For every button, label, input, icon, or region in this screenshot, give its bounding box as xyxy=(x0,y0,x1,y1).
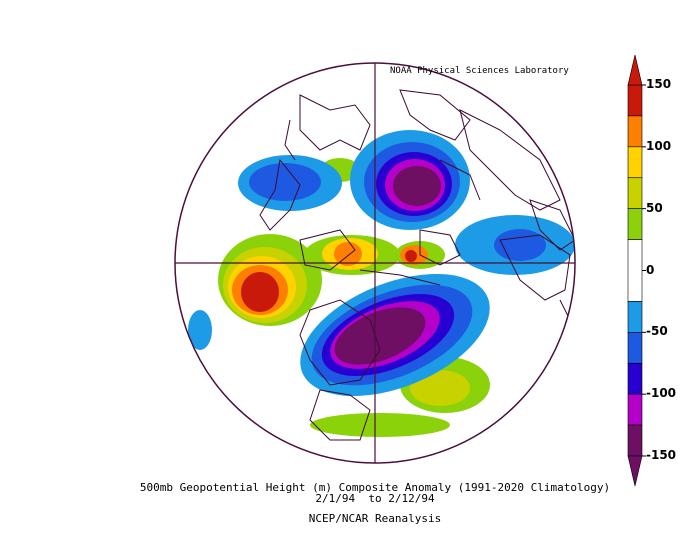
negative-anomaly-main xyxy=(300,273,490,397)
colorbar-tick-label: 50 xyxy=(646,200,663,215)
caption-dates: 2/1/94 to 2/12/94 xyxy=(315,492,435,505)
anomaly-field xyxy=(188,89,575,441)
colorbar-max-arrow xyxy=(627,54,643,86)
negative-anomaly-europe xyxy=(455,215,575,275)
colorbar-min-arrow xyxy=(627,455,643,487)
colorbar-bin xyxy=(627,424,643,457)
negative-anomaly-north xyxy=(350,130,470,230)
positive-anomaly-pacific xyxy=(218,234,322,326)
credit-label: NOAA Physical Sciences Laboratory xyxy=(390,66,569,76)
negative-anomaly-siberia xyxy=(238,155,342,211)
colorbar-tick-label: 100 xyxy=(646,138,672,153)
colorbar-bin xyxy=(627,115,643,148)
colorbar-bin xyxy=(627,239,643,302)
colorbar-bin xyxy=(627,332,643,364)
colorbar-tick-label: 0 xyxy=(646,262,655,277)
negative-anomaly-small xyxy=(188,310,212,350)
map-boundary xyxy=(174,62,576,464)
coastlines xyxy=(259,89,575,441)
caption-title: 500mb Geopotential Height (m) Composite … xyxy=(139,481,611,494)
colorbar xyxy=(627,54,646,487)
colorbar-tick-label: 150 xyxy=(646,77,672,91)
colorbar-tick-label: -150 xyxy=(646,448,677,462)
colorbar-bin xyxy=(627,208,643,240)
caption-source: NCEP/NCAR Reanalysis xyxy=(308,512,442,525)
colorbar-bin xyxy=(627,301,643,333)
colorbar-bin xyxy=(627,362,643,395)
positive-anomaly-arctic xyxy=(304,235,400,275)
colorbar-tick-label: -100 xyxy=(646,386,677,401)
colorbar-bin xyxy=(627,393,643,426)
colorbar-bin xyxy=(627,84,643,117)
colorbar-bin xyxy=(627,146,643,179)
colorbar-bin xyxy=(627,177,643,209)
colorbar-tick-label: -50 xyxy=(646,324,668,339)
